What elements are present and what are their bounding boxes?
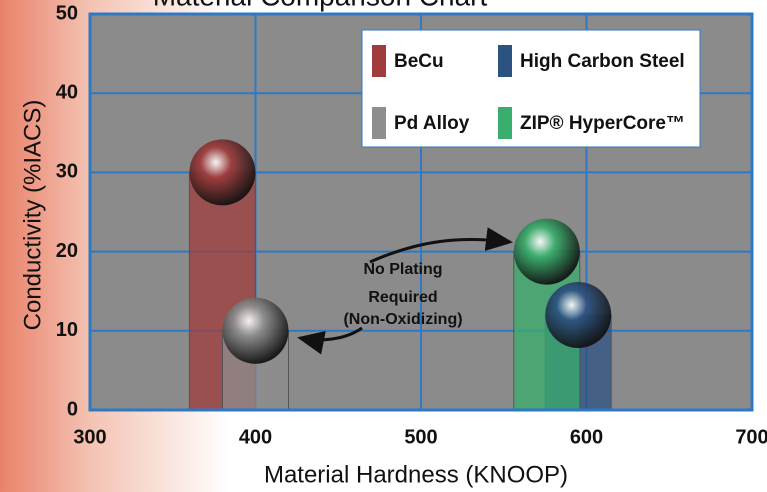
y-tick-label: 0 [67, 398, 78, 420]
point [514, 219, 580, 285]
x-tick-label: 500 [404, 426, 437, 448]
chart-title: Material Comparison Chart [153, 0, 488, 11]
x-tick-label: 600 [570, 426, 603, 448]
y-axis-label: Conductivity (%IACS) [19, 100, 46, 331]
legend-label: Pd Alloy [394, 113, 470, 134]
legend-swatch [372, 45, 386, 77]
legend-label: BeCu [394, 51, 444, 72]
legend-swatch [498, 45, 512, 77]
point [223, 298, 289, 364]
y-tick-label: 40 [56, 81, 78, 103]
x-tick-label: 400 [239, 426, 272, 448]
annotation: Required [368, 289, 437, 306]
legend-label: High Carbon Steel [520, 51, 685, 72]
point [545, 282, 611, 348]
legend-swatch [498, 107, 512, 139]
y-tick-label: 20 [56, 240, 78, 262]
x-axis-label: Material Hardness (KNOOP) [264, 461, 568, 488]
y-tick-label: 10 [56, 319, 78, 341]
legend-label: ZIP® HyperCore™ [520, 113, 685, 134]
legend-swatch [372, 107, 386, 139]
y-tick-label: 30 [56, 161, 78, 183]
point [189, 139, 255, 205]
annotation: No Plating [363, 261, 442, 278]
annotation: (Non-Oxidizing) [343, 311, 462, 328]
y-tick-label: 50 [56, 2, 78, 24]
x-tick-label: 300 [73, 426, 106, 448]
chart: Material Comparison Chart BeCu High Carbo… [0, 0, 767, 492]
x-tick-label: 700 [735, 426, 767, 448]
